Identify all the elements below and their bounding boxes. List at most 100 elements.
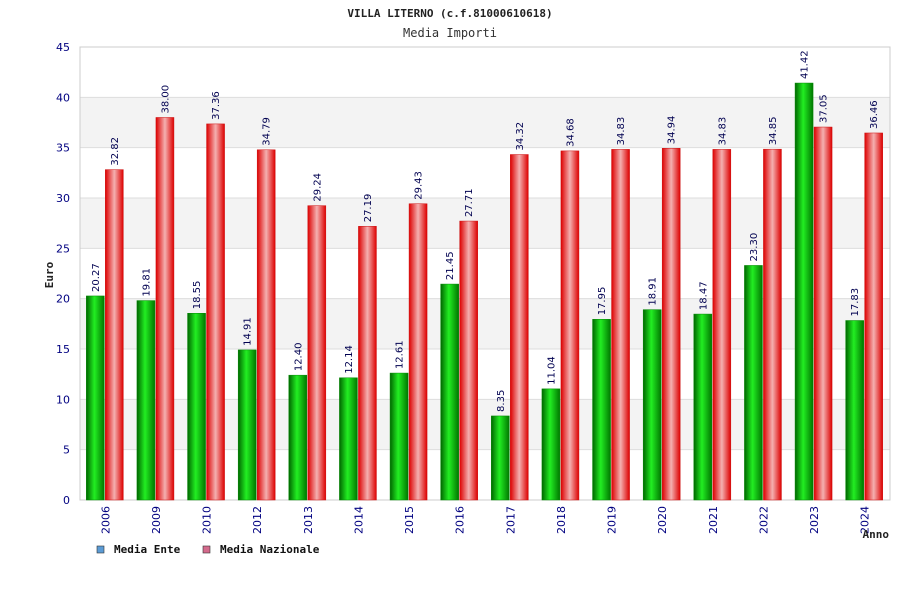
bar-media-nazionale-2012 — [256, 149, 276, 501]
data-label-media-nazionale-2012: 34.79 — [262, 117, 273, 146]
bar-media-ente-2014 — [339, 377, 358, 501]
bars — [86, 82, 883, 501]
data-label-media-nazionale-2013: 29.24 — [312, 173, 323, 202]
x-tick-label-2024: 2024 — [859, 506, 872, 534]
x-tick-label-2009: 2009 — [150, 506, 163, 534]
y-tick-label: 15 — [56, 343, 70, 356]
data-label-media-ente-2023: 41.42 — [800, 50, 811, 79]
bar-media-nazionale-2010 — [206, 123, 225, 501]
data-label-media-ente-2012: 14.91 — [243, 317, 254, 346]
bar-media-nazionale-2022 — [763, 148, 782, 501]
data-label-media-nazionale-2019: 34.83 — [616, 117, 627, 146]
y-axis-label: Euro — [43, 261, 56, 288]
y-axis-ticks: 0 5 10 15 20 25 30 35 40 45 — [56, 41, 70, 507]
legend-label-media-ente: Media Ente — [114, 543, 181, 556]
x-tick-label-2021: 2021 — [707, 506, 720, 534]
data-label-media-ente-2006: 20.27 — [91, 263, 102, 292]
legend-label-media-nazionale: Media Nazionale — [220, 543, 320, 556]
bar-media-nazionale-2018 — [560, 150, 580, 501]
data-label-media-nazionale-2017: 34.32 — [515, 122, 526, 151]
data-label-media-nazionale-2022: 34.85 — [768, 117, 779, 146]
bar-media-nazionale-2017 — [510, 154, 529, 501]
data-label-media-nazionale-2016: 27.71 — [464, 188, 475, 217]
data-label-media-nazionale-2018: 34.68 — [565, 118, 576, 147]
bar-media-nazionale-2023 — [813, 126, 833, 501]
bar-media-nazionale-2009 — [155, 117, 175, 501]
bar-media-ente-2012 — [237, 349, 257, 501]
x-tick-label-2006: 2006 — [99, 506, 112, 534]
bar-media-ente-2006 — [86, 295, 105, 501]
data-label-media-nazionale-2015: 29.43 — [414, 171, 425, 200]
data-label-media-nazionale-2021: 34.83 — [717, 117, 728, 146]
bar-media-nazionale-2013 — [307, 205, 327, 501]
data-label-media-nazionale-2020: 34.94 — [667, 116, 678, 145]
bar-media-ente-2016 — [440, 283, 459, 501]
data-label-media-nazionale-2010: 37.36 — [211, 91, 222, 120]
y-tick-label: 35 — [56, 142, 70, 155]
y-tick-label: 25 — [56, 242, 70, 255]
chart-subtitle: Media Importi — [403, 26, 497, 40]
data-label-media-ente-2021: 18.47 — [698, 281, 709, 310]
data-label-media-ente-2016: 21.45 — [445, 251, 456, 280]
bar-media-ente-2024 — [845, 320, 864, 501]
data-label-media-ente-2010: 18.55 — [192, 281, 203, 310]
legend: Media Ente Media Nazionale — [96, 543, 320, 556]
bar-media-ente-2010 — [187, 313, 206, 501]
x-axis-label: Anno — [863, 528, 890, 541]
x-tick-label-2012: 2012 — [251, 506, 264, 534]
data-label-media-ente-2022: 23.30 — [749, 233, 760, 262]
bar-media-nazionale-2006 — [105, 169, 124, 501]
data-label-media-ente-2014: 12.14 — [344, 345, 355, 374]
y-tick-label: 30 — [56, 192, 70, 205]
bar-media-nazionale-2024 — [864, 132, 883, 501]
bar-media-nazionale-2015 — [408, 203, 428, 501]
data-labels: 20.27 32.82 19.81 38.00 18.55 37.36 14.91 34.79… — [91, 50, 880, 412]
bar-media-ente-2021 — [693, 313, 713, 501]
y-tick-label: 10 — [56, 393, 70, 406]
bar-media-nazionale-2020 — [661, 148, 681, 501]
bar-media-ente-2018 — [541, 388, 561, 501]
y-tick-label: 5 — [63, 444, 70, 457]
bar-media-nazionale-2016 — [459, 220, 478, 501]
bar-media-ente-2022 — [744, 265, 763, 501]
data-label-media-ente-2009: 19.81 — [141, 268, 152, 297]
x-tick-label-2010: 2010 — [201, 506, 214, 534]
data-label-media-ente-2017: 8.35 — [496, 390, 507, 412]
legend-swatch-media-ente — [96, 545, 105, 554]
data-label-media-nazionale-2009: 38.00 — [160, 85, 171, 114]
data-label-media-nazionale-2024: 36.46 — [869, 100, 880, 129]
y-tick-label: 0 — [63, 494, 70, 507]
bar-media-ente-2015 — [389, 372, 409, 501]
data-label-media-ente-2019: 17.95 — [597, 287, 608, 316]
data-label-media-ente-2013: 12.40 — [293, 343, 304, 372]
data-label-media-nazionale-2014: 27.19 — [363, 194, 374, 223]
x-tick-label-2015: 2015 — [403, 506, 416, 534]
x-tick-label-2019: 2019 — [606, 506, 619, 534]
bar-media-ente-2020 — [642, 309, 662, 501]
data-label-media-nazionale-2023: 37.05 — [819, 94, 830, 123]
x-tick-label-2014: 2014 — [352, 506, 365, 534]
y-tick-label: 45 — [56, 41, 70, 54]
x-tick-label-2018: 2018 — [555, 506, 568, 534]
x-tick-label-2020: 2020 — [656, 506, 669, 534]
x-tick-label-2013: 2013 — [302, 506, 315, 534]
bar-media-ente-2009 — [136, 300, 156, 501]
bar-media-ente-2023 — [794, 82, 814, 501]
legend-swatch-media-nazionale — [202, 545, 211, 554]
y-tick-label: 20 — [56, 293, 70, 306]
bar-media-ente-2019 — [592, 319, 611, 501]
data-label-media-ente-2015: 12.61 — [395, 340, 406, 369]
data-label-media-nazionale-2006: 32.82 — [110, 137, 121, 166]
bar-media-nazionale-2019 — [611, 149, 630, 501]
data-label-media-ente-2020: 18.91 — [648, 277, 659, 306]
bar-media-nazionale-2021 — [712, 149, 732, 501]
plot-frame — [79, 46, 891, 501]
y-tick-label: 40 — [56, 91, 70, 104]
x-tick-label-2023: 2023 — [808, 506, 821, 534]
x-axis-ticks: 2006 2009 2010 2012 2013 2014 2015 2016 2017 2018… — [99, 506, 871, 534]
data-label-media-ente-2018: 11.04 — [546, 356, 557, 385]
bar-media-ente-2017 — [491, 415, 510, 501]
chart-title: VILLA LITERNO (c.f.81000610618) — [347, 7, 552, 20]
bar-media-nazionale-2014 — [358, 226, 377, 501]
